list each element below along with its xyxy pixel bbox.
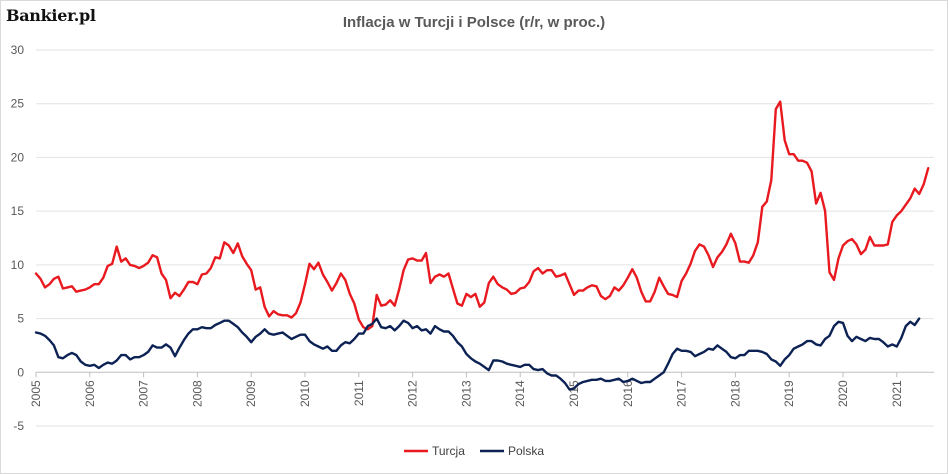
x-tick-label: 2013 bbox=[459, 380, 473, 407]
x-tick-label: 2021 bbox=[890, 380, 904, 407]
legend-label-polska: Polska bbox=[508, 444, 544, 458]
series-line-turcja bbox=[34, 100, 930, 331]
x-tick-label: 2007 bbox=[137, 380, 151, 407]
y-tick-label: 10 bbox=[11, 258, 25, 272]
chart-title: Inflacja w Turcji i Polsce (r/r, w proc.… bbox=[342, 14, 606, 31]
x-tick-label: 2019 bbox=[782, 380, 796, 407]
series-lines bbox=[34, 100, 930, 391]
x-axis-ticks: 2005 2006 2007 2008 2009 2010 2011 2012 2013 2014… bbox=[29, 372, 904, 407]
x-tick-label: 2005 bbox=[29, 380, 43, 407]
y-tick-label: -5 bbox=[13, 419, 24, 433]
y-tick-label: 0 bbox=[17, 365, 24, 379]
x-tick-label: 2015 bbox=[567, 380, 581, 407]
x-tick-label: 2009 bbox=[244, 380, 258, 407]
x-tick-label: 2016 bbox=[621, 380, 635, 407]
x-tick-label: 2011 bbox=[352, 380, 366, 406]
x-tick-label: 2010 bbox=[298, 380, 312, 407]
x-tick-label: 2006 bbox=[83, 380, 97, 407]
legend: Turcja Polska bbox=[404, 444, 544, 458]
y-axis-ticks: -5 0 5 10 15 20 25 30 bbox=[11, 43, 25, 433]
x-tick-label: 2020 bbox=[836, 380, 850, 407]
x-tick-label: 2008 bbox=[190, 380, 204, 407]
x-tick-label: 2014 bbox=[513, 380, 527, 407]
y-tick-label: 5 bbox=[17, 312, 24, 326]
bankier-logo: Bankier.pl bbox=[6, 6, 96, 25]
x-tick-label: 2018 bbox=[728, 380, 742, 407]
y-tick-label: 15 bbox=[11, 204, 25, 218]
gridlines bbox=[36, 49, 934, 427]
x-tick-label: 2012 bbox=[406, 380, 420, 407]
y-tick-label: 25 bbox=[11, 97, 25, 111]
series-line-polska bbox=[34, 317, 921, 391]
y-tick-label: 30 bbox=[11, 43, 25, 57]
y-tick-label: 20 bbox=[11, 150, 25, 164]
legend-label-turcja: Turcja bbox=[432, 444, 465, 458]
x-tick-label: 2017 bbox=[675, 380, 689, 407]
